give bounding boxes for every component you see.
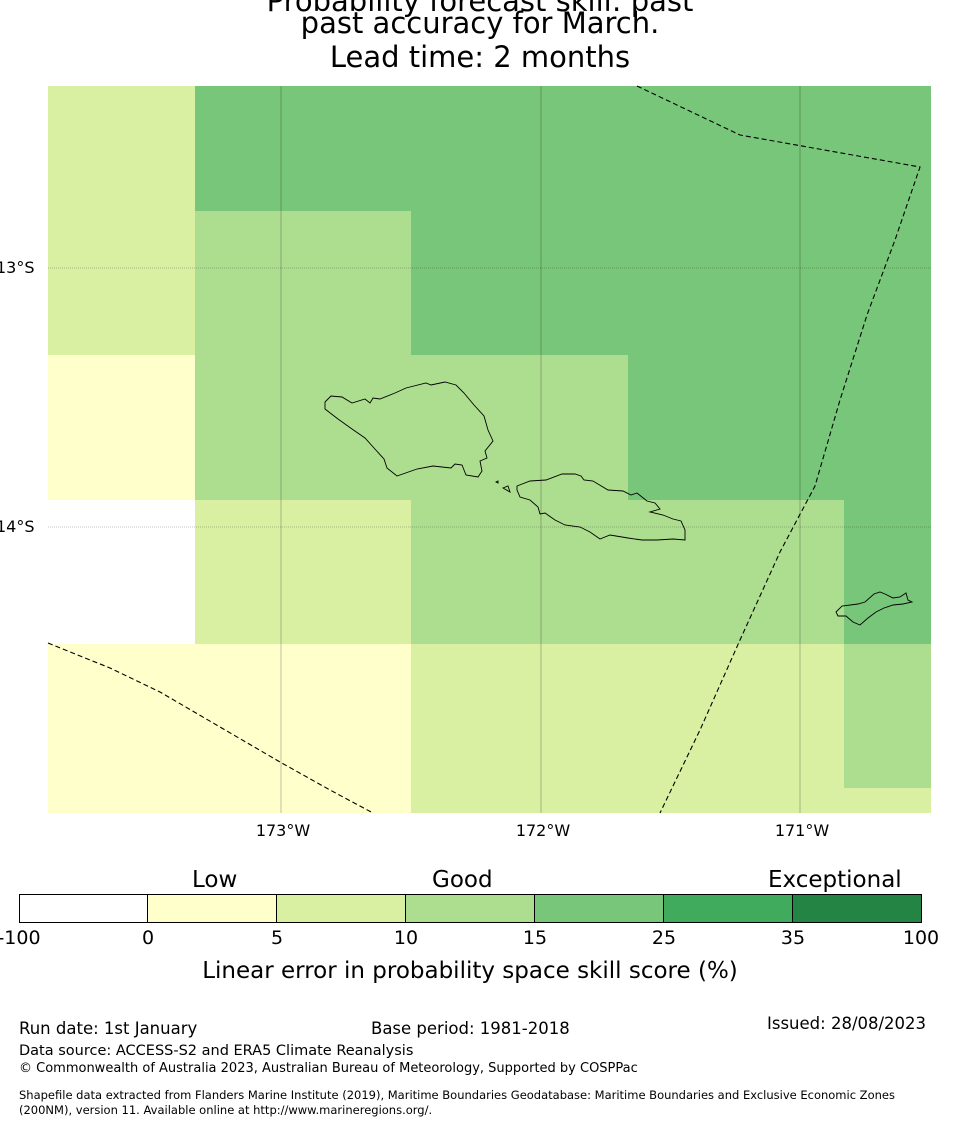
legend-tick: 35 <box>780 927 806 949</box>
copyright: © Commonwealth of Australia 2023, Austra… <box>19 1061 638 1076</box>
skill-cell <box>411 644 844 788</box>
legend-tick: 0 <box>141 927 155 949</box>
skill-cell <box>844 644 931 788</box>
lat-label-14s: 14°S <box>0 517 35 536</box>
skill-cell <box>844 500 931 644</box>
base-period: Base period: 1981-2018 <box>371 1019 570 1038</box>
legend-category-good: Good <box>432 867 493 893</box>
eez-boundary-southwest <box>47 642 374 814</box>
coastlines <box>324 381 914 626</box>
skill-cell <box>411 211 931 355</box>
legend-tick: -100 <box>0 927 41 949</box>
maritime-boundaries <box>47 85 921 814</box>
colorbar-bin <box>664 894 793 923</box>
legend-title: Linear error in probability space skill … <box>202 958 738 984</box>
skill-cell <box>195 86 931 211</box>
apolima-islet <box>501 485 511 493</box>
eez-boundary-north <box>636 85 921 814</box>
lat-label-13s: 13°S <box>0 258 35 277</box>
colorbar-bin <box>19 894 148 923</box>
colorbar-bin <box>148 894 277 923</box>
skill-cell <box>411 788 931 813</box>
skill-cell <box>195 500 411 644</box>
chart-title-line-1: Probability forecast skill: past <box>266 0 694 18</box>
legend-tick: 10 <box>393 927 419 949</box>
legend-tick: 15 <box>522 927 548 949</box>
colorbar-bin <box>406 894 535 923</box>
skill-cell <box>48 788 411 813</box>
skill-cell <box>48 355 195 500</box>
colorbar-bin <box>277 894 406 923</box>
skill-cell <box>48 644 411 788</box>
manono-islet <box>494 480 499 484</box>
chart-title-line-3: Lead time: 2 months <box>329 40 631 74</box>
tutuila-island-outline <box>835 591 914 626</box>
colorbar-bin <box>535 894 664 923</box>
skill-cell <box>48 500 195 644</box>
skill-cell <box>195 355 628 500</box>
lon-label-171w: 171°W <box>774 821 830 840</box>
skill-grid <box>48 86 931 813</box>
skill-cell <box>628 355 931 500</box>
legend-tick: 25 <box>651 927 677 949</box>
chart-title-line-2: past accuracy for March. <box>300 6 660 40</box>
issued-date: Issued: 28/08/2023 <box>767 1014 927 1033</box>
graticule <box>48 86 931 813</box>
run-date: Run date: 1st January <box>19 1019 198 1038</box>
lon-label-172w: 172°W <box>515 821 571 840</box>
skill-cell <box>195 211 411 355</box>
savaii-island-outline <box>324 381 494 478</box>
upolu-island-outline <box>516 473 686 541</box>
skill-map <box>47 85 931 814</box>
skill-cell <box>48 211 195 355</box>
legend-tick: 5 <box>270 927 284 949</box>
shapefile-credit-line-1: Shapefile data extracted from Flanders M… <box>19 1088 895 1102</box>
legend-tick: 100 <box>902 927 940 949</box>
skill-cell <box>48 86 195 211</box>
legend-category-low: Low <box>192 867 238 893</box>
colorbar-bin <box>793 894 922 923</box>
lon-label-173w: 173°W <box>255 821 311 840</box>
legend-category-exceptional: Exceptional <box>768 867 902 893</box>
shapefile-credit-line-2: (200NM), version 11. Available online at… <box>19 1103 433 1117</box>
skill-cell <box>411 500 844 644</box>
data-source: Data source: ACCESS-S2 and ERA5 Climate … <box>19 1043 414 1059</box>
